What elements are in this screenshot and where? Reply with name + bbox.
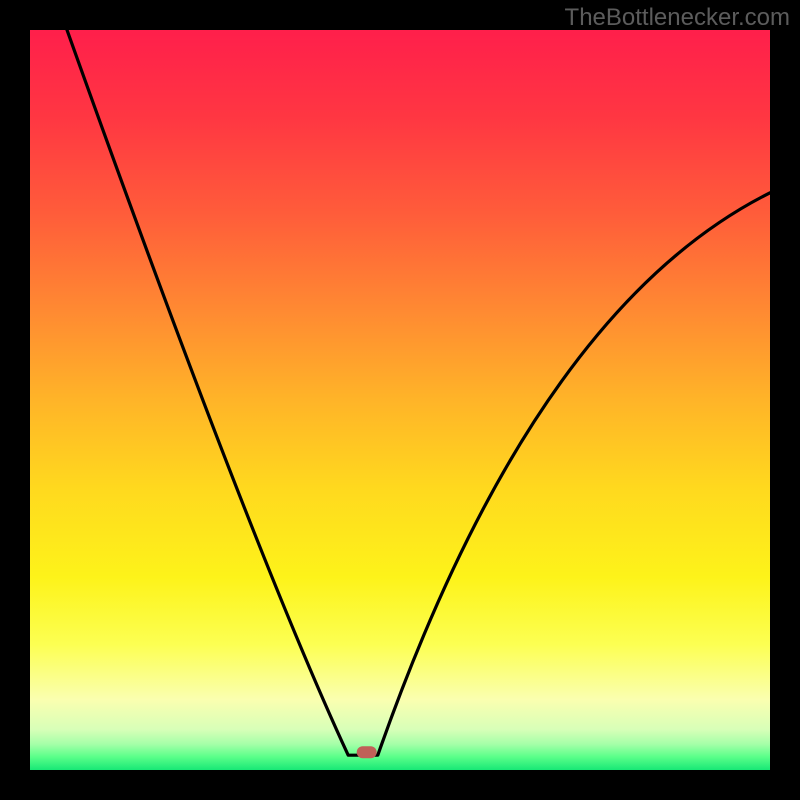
watermark-text: TheBottlenecker.com [565,4,790,32]
optimal-point-marker [357,746,377,758]
chart-stage: TheBottlenecker.com [0,0,800,800]
chart-svg [0,0,800,800]
gradient-plot-area [30,30,770,770]
